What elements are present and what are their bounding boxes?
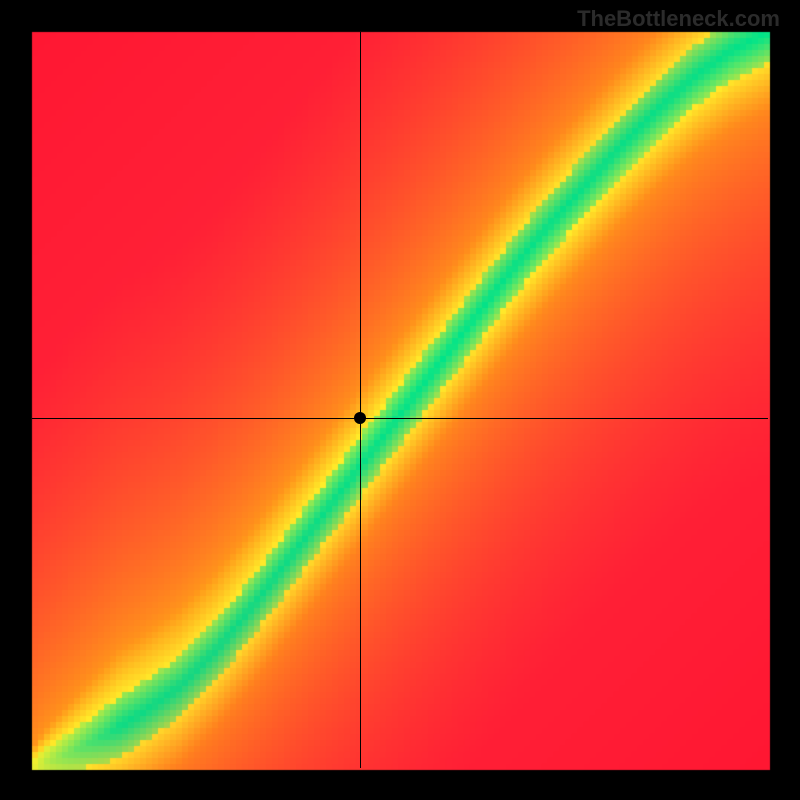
- watermark-text: TheBottleneck.com: [577, 6, 780, 32]
- crosshair-horizontal: [32, 418, 768, 419]
- heatmap-canvas: [0, 0, 800, 800]
- crosshair-vertical: [360, 32, 361, 768]
- marker-dot: [354, 412, 366, 424]
- chart-container: TheBottleneck.com: [0, 0, 800, 800]
